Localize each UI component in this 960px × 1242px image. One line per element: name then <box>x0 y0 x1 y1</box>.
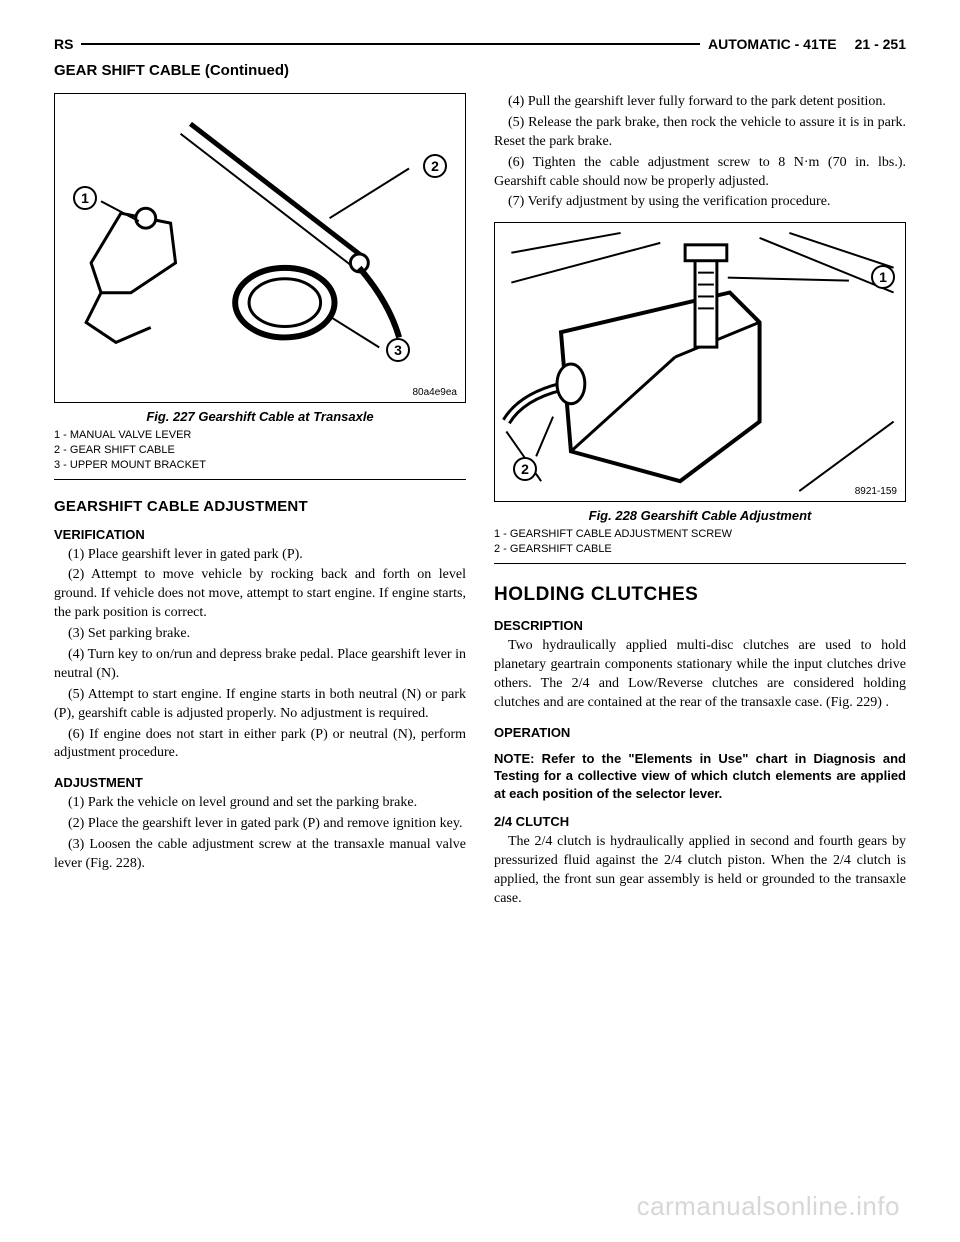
adjustment-step: (3) Loosen the cable adjustment screw at… <box>54 836 466 874</box>
legend-item: 1 - GEARSHIFT CABLE ADJUSTMENT SCREW <box>494 527 906 542</box>
verification-step: (6) If engine does not start in either p… <box>54 726 466 764</box>
verification-step: (1) Place gearshift lever in gated park … <box>54 546 466 565</box>
adjustment-step: (5) Release the park brake, then rock th… <box>494 114 906 152</box>
callout-1: 1 <box>73 186 97 210</box>
callout-3: 3 <box>386 338 410 362</box>
heading-operation: OPERATION <box>494 725 906 740</box>
adjustment-step: (2) Place the gearshift lever in gated p… <box>54 815 466 834</box>
figure-228-caption: Fig. 228 Gearshift Cable Adjustment <box>494 508 906 523</box>
verification-step: (3) Set parking brake. <box>54 625 466 644</box>
adjustment-step: (7) Verify adjustment by using the verif… <box>494 193 906 212</box>
figure-227-divider <box>54 479 466 480</box>
header-right-b: 21 - 251 <box>855 36 906 52</box>
heading-gearshift-cable-adjustment: GEARSHIFT CABLE ADJUSTMENT <box>54 498 466 515</box>
figure-228-legend: 1 - GEARSHIFT CABLE ADJUSTMENT SCREW 2 -… <box>494 527 906 557</box>
figure-228-divider <box>494 563 906 564</box>
adjustment-step: (4) Pull the gearshift lever fully forwa… <box>494 93 906 112</box>
clutch-24-body: The 2/4 clutch is hydraulically applied … <box>494 833 906 909</box>
figure-228: 1 2 8921-159 Fig. 228 Gearshift Cable Ad… <box>494 222 906 564</box>
header: RS AUTOMATIC - 41TE 21 - 251 <box>54 36 906 52</box>
figure-228-image: 1 2 8921-159 <box>494 222 906 502</box>
description-body: Two hydraulically applied multi-disc clu… <box>494 637 906 713</box>
left-column: 1 2 3 80a4e9ea Fig. 227 Gearshift Cable … <box>54 93 466 911</box>
heading-description: DESCRIPTION <box>494 618 906 633</box>
header-right-a: AUTOMATIC - 41TE <box>708 36 837 52</box>
heading-24-clutch: 2/4 CLUTCH <box>494 814 906 829</box>
header-left: RS <box>54 36 73 52</box>
figure-227-caption: Fig. 227 Gearshift Cable at Transaxle <box>54 409 466 424</box>
figure-227-image: 1 2 3 80a4e9ea <box>54 93 466 403</box>
heading-holding-clutches: HOLDING CLUTCHES <box>494 584 906 606</box>
heading-verification: VERIFICATION <box>54 527 466 542</box>
header-rule <box>81 43 700 45</box>
adjustment-step: (1) Park the vehicle on level ground and… <box>54 794 466 813</box>
figure-227-imgid: 80a4e9ea <box>413 387 458 398</box>
right-column: (4) Pull the gearshift lever fully forwa… <box>494 93 906 911</box>
figure-227: 1 2 3 80a4e9ea Fig. 227 Gearshift Cable … <box>54 93 466 480</box>
figure-227-legend: 1 - MANUAL VALVE LEVER 2 - GEAR SHIFT CA… <box>54 428 466 473</box>
heading-adjustment: ADJUSTMENT <box>54 775 466 790</box>
verification-step: (5) Attempt to start engine. If engine s… <box>54 686 466 724</box>
watermark: carmanualsonline.info <box>637 1191 900 1222</box>
operation-note: NOTE: Refer to the "Elements in Use" cha… <box>494 750 906 803</box>
legend-item: 3 - UPPER MOUNT BRACKET <box>54 458 466 473</box>
legend-item: 1 - MANUAL VALVE LEVER <box>54 428 466 443</box>
callout-2: 2 <box>423 154 447 178</box>
legend-item: 2 - GEAR SHIFT CABLE <box>54 443 466 458</box>
verification-step: (2) Attempt to move vehicle by rocking b… <box>54 566 466 623</box>
continued-heading: GEAR SHIFT CABLE (Continued) <box>54 62 906 79</box>
figure-228-imgid: 8921-159 <box>855 486 897 497</box>
verification-step: (4) Turn key to on/run and depress brake… <box>54 646 466 684</box>
legend-item: 2 - GEARSHIFT CABLE <box>494 542 906 557</box>
adjustment-step: (6) Tighten the cable adjustment screw t… <box>494 154 906 192</box>
